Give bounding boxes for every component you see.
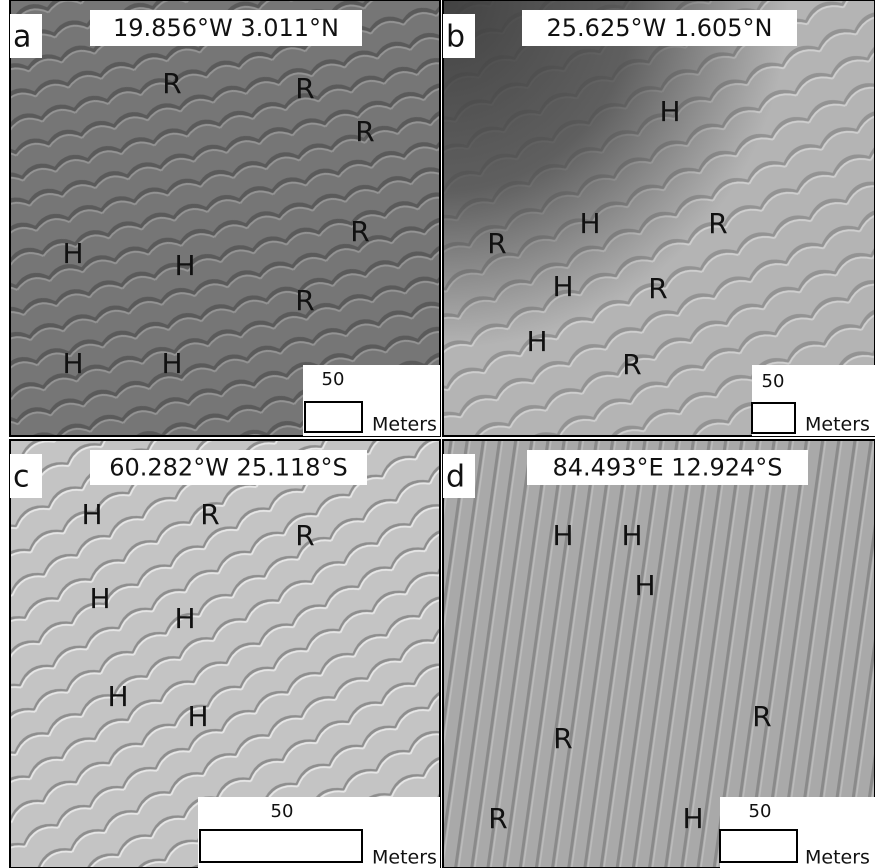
scale-unit: Meters — [805, 847, 870, 868]
feature-label: H — [552, 270, 573, 303]
coordinates: 60.282°W 25.118°S — [109, 454, 348, 482]
feature-label: R — [553, 722, 572, 755]
feature-label: H — [81, 498, 102, 531]
scale-bar — [720, 830, 797, 862]
feature-label: R — [200, 498, 219, 531]
feature-label: H — [526, 325, 547, 358]
scale-bar — [200, 830, 362, 862]
feature-label: R — [622, 348, 641, 381]
coordinates: 84.493°E 12.924°S — [553, 454, 783, 482]
panel: a 19.856°W 3.011°N R R R R R H H H H 50 Meters — [10, 0, 440, 436]
scale-value: 50 — [322, 369, 345, 390]
scale-bar — [752, 403, 795, 433]
feature-label: H — [552, 519, 573, 552]
feature-label: R — [162, 67, 181, 100]
scale-bar — [305, 402, 362, 432]
feature-label: H — [621, 519, 642, 552]
feature-label: R — [295, 284, 314, 317]
feature-label: H — [174, 602, 195, 635]
feature-label: R — [648, 272, 667, 305]
feature-label: R — [355, 115, 374, 148]
panel-letter: b — [446, 20, 465, 55]
scale-unit: Meters — [372, 414, 437, 436]
feature-label: H — [161, 347, 182, 380]
feature-label: R — [487, 227, 506, 260]
feature-label: H — [62, 347, 83, 380]
scale-unit: Meters — [372, 847, 437, 868]
feature-label: H — [174, 249, 195, 282]
feature-label: R — [708, 207, 727, 240]
scale-value: 50 — [762, 371, 785, 392]
feature-label: H — [659, 95, 680, 128]
scale-value: 50 — [749, 801, 772, 822]
feature-label: R — [295, 72, 314, 105]
coordinates: 19.856°W 3.011°N — [113, 14, 339, 42]
feature-label: R — [295, 519, 314, 552]
scale-unit: Meters — [805, 414, 870, 436]
feature-label: H — [579, 207, 600, 240]
feature-label: H — [62, 237, 83, 270]
feature-label: H — [107, 680, 128, 713]
figure: a19.856°W 3.011°NRRRRRHHHH50Metersb25.62… — [0, 0, 875, 868]
panel-letter: a — [13, 20, 31, 55]
feature-label: R — [488, 802, 507, 835]
feature-label: H — [89, 582, 110, 615]
feature-label: R — [350, 215, 369, 248]
panel-letter: d — [446, 460, 465, 495]
feature-label: R — [752, 700, 771, 733]
feature-label: H — [634, 569, 655, 602]
coordinates: 25.625°W 1.605°N — [547, 14, 773, 42]
scale-value: 50 — [271, 801, 294, 822]
feature-label: H — [682, 802, 703, 835]
feature-label: H — [187, 700, 208, 733]
panel-letter: c — [13, 460, 30, 495]
